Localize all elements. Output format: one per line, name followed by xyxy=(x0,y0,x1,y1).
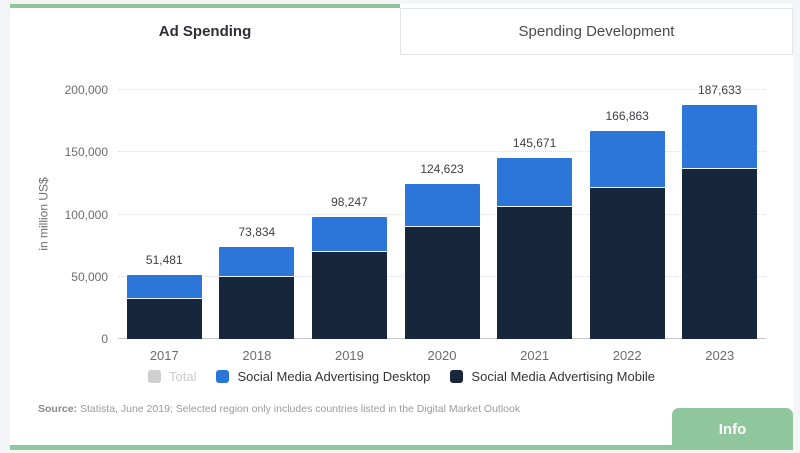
x-tick-label-2017: 2017 xyxy=(149,348,179,363)
x-tick-label-2022: 2022 xyxy=(612,348,642,363)
tab-ad-spending[interactable]: Ad Spending xyxy=(10,4,400,55)
y-tick-label: 0 xyxy=(101,332,108,346)
bar-group-2021: 145,671 2021 xyxy=(488,90,581,363)
bar-group-2020: 124,623 2020 xyxy=(396,90,489,363)
total-label-2019: 98,247 xyxy=(331,194,368,209)
bar-mobile-2021[interactable] xyxy=(497,206,573,339)
legend-swatch-icon xyxy=(148,369,162,383)
bar-group-2018: 73,834 2018 xyxy=(211,90,304,363)
bar-mobile-2023[interactable] xyxy=(682,167,758,339)
legend-label: Social Media Advertising Mobile xyxy=(471,368,655,384)
x-tick-label-2019: 2019 xyxy=(334,348,364,363)
source-text: Statista, June 2019; Selected region onl… xyxy=(77,403,521,415)
bar-mobile-2020[interactable] xyxy=(404,226,480,339)
legend-swatch-icon xyxy=(450,369,464,383)
y-tick-label: 150,000 xyxy=(64,145,108,160)
tab-bar: Ad Spending Spending Development xyxy=(10,4,793,55)
y-tick-label: 200,000 xyxy=(64,83,108,97)
bar-desktop-2020[interactable] xyxy=(404,183,480,227)
x-tick-label-2021: 2021 xyxy=(520,348,550,363)
chart-card: Ad Spending Spending Development in mill… xyxy=(10,4,793,450)
bar-mobile-2019[interactable] xyxy=(311,251,387,339)
total-label-2021: 145,671 xyxy=(512,135,557,150)
y-tick-label: 100,000 xyxy=(64,207,108,222)
y-tick-label: 50,000 xyxy=(71,269,108,284)
bar-group-2017: 51,481 2017 xyxy=(118,90,211,363)
legend-item-social-media-advertising-mobile[interactable]: Social Media Advertising Mobile xyxy=(450,369,655,384)
total-label-2017: 51,481 xyxy=(145,252,183,267)
bar-mobile-2017[interactable] xyxy=(126,297,202,339)
legend-label: Total xyxy=(169,368,197,384)
bar-desktop-2023[interactable] xyxy=(682,105,758,168)
bar-group-2019: 98,247 2019 xyxy=(303,90,396,363)
total-label-2023: 187,633 xyxy=(698,83,742,98)
info-button[interactable]: Info xyxy=(672,408,793,450)
total-label-2018: 73,834 xyxy=(238,225,276,240)
x-tick-label-2020: 2020 xyxy=(427,348,457,363)
total-label-2020: 124,623 xyxy=(420,161,464,176)
source-prefix: Source: xyxy=(38,403,78,415)
plot-area: 0 50,000 100,000 150,000 200,000 51,481 2017 73… xyxy=(65,83,766,363)
gridline-150000 xyxy=(118,151,766,153)
bar-mobile-2018[interactable] xyxy=(219,275,295,339)
legend: Total Social Media Advertising Desktop Soc… xyxy=(10,366,793,386)
x-tick-label-2018: 2018 xyxy=(242,348,272,363)
bar-desktop-2018[interactable] xyxy=(219,247,295,276)
y-axis-title: in million US$ xyxy=(36,124,52,304)
legend-item-total[interactable]: Total xyxy=(148,369,196,384)
total-label-2022: 166,863 xyxy=(605,109,649,124)
tab-spending-development[interactable]: Spending Development xyxy=(400,8,793,55)
gridline-200000 xyxy=(118,89,766,90)
bar-desktop-2017[interactable] xyxy=(126,274,202,298)
bar-desktop-2021[interactable] xyxy=(497,157,573,207)
bar-mobile-2022[interactable] xyxy=(589,186,665,339)
y-axis-title-text: in million US$ xyxy=(37,177,52,251)
source-line: Source: Statista, June 2019; Selected re… xyxy=(38,403,520,415)
bar-group-2023: 187,633 2023 xyxy=(673,83,766,363)
legend-swatch-icon xyxy=(216,369,230,383)
card-bottom-accent xyxy=(10,445,793,450)
bars-container: 51,481 2017 73,834 2018 98,247 2019 124,623 202… xyxy=(118,83,766,363)
bar-desktop-2019[interactable] xyxy=(311,216,387,252)
bar-group-2022: 166,863 2022 xyxy=(581,90,674,363)
legend-item-social-media-advertising-desktop[interactable]: Social Media Advertising Desktop xyxy=(216,369,430,384)
x-tick-label-2023: 2023 xyxy=(705,348,735,363)
bar-desktop-2022[interactable] xyxy=(589,131,665,187)
legend-label: Social Media Advertising Desktop xyxy=(237,368,431,384)
